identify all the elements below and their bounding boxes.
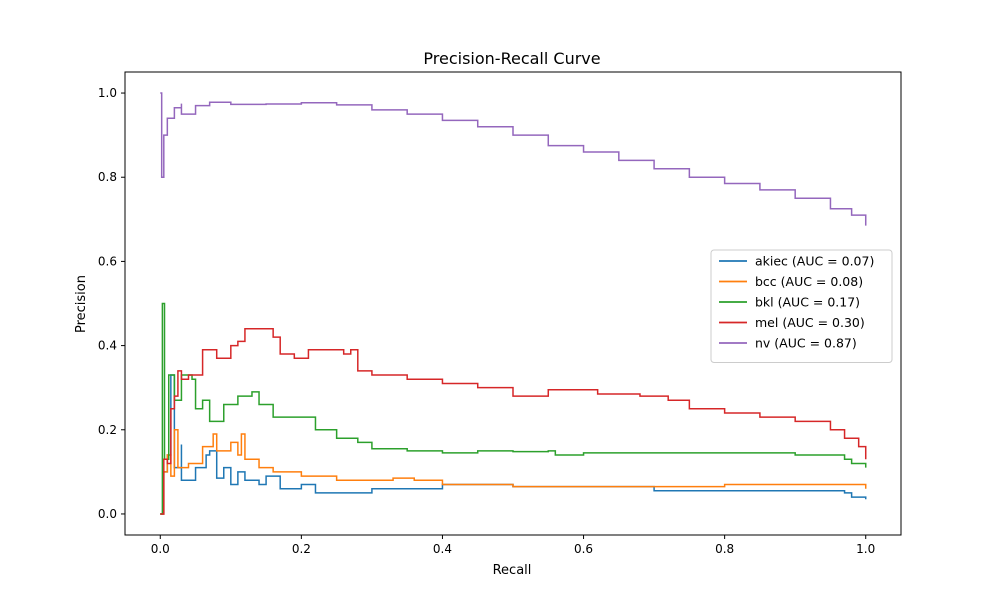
y-axis-label: Precision [74,275,89,333]
x-tick-label: 0.6 [574,542,593,556]
x-axis-label: Recall [493,563,532,578]
legend-label-0: akiec (AUC = 0.07) [755,254,874,269]
y-tick-label: 0.0 [98,507,117,521]
y-tick-label: 0.6 [98,254,117,268]
legend-label-1: bcc (AUC = 0.08) [755,274,863,289]
series-line-1 [160,429,867,515]
chart-title: Precision-Recall Curve [423,49,600,68]
x-tick-label: 0.2 [292,542,311,556]
series-line-2 [160,302,867,515]
legend-label-2: bkl (AUC = 0.17) [755,295,860,310]
x-tick-label: 0.4 [433,542,452,556]
y-tick-label: 1.0 [98,86,117,100]
y-tick-label: 0.8 [98,170,117,184]
legend-label-3: mel (AUC = 0.30) [755,315,865,330]
series-line-4 [160,92,867,226]
x-axis: 0.0 0.2 0.4 0.6 0.8 1.0 [151,535,875,556]
y-tick-label: 0.2 [98,423,117,437]
plot-frame [124,71,902,536]
x-tick-label: 0.8 [715,542,734,556]
legend: akiec (AUC = 0.07) bcc (AUC = 0.08) bkl (A… [710,249,893,363]
y-axis: 0.0 0.2 0.4 0.6 0.8 1.0 [98,86,125,521]
x-tick-label: 0.0 [151,542,170,556]
plot-area [160,92,867,515]
series-line-3 [160,328,867,515]
x-tick-label: 1.0 [856,542,875,556]
legend-label-4: nv (AUC = 0.87) [755,336,857,351]
legend-box [710,249,893,363]
y-tick-label: 0.4 [98,339,117,353]
